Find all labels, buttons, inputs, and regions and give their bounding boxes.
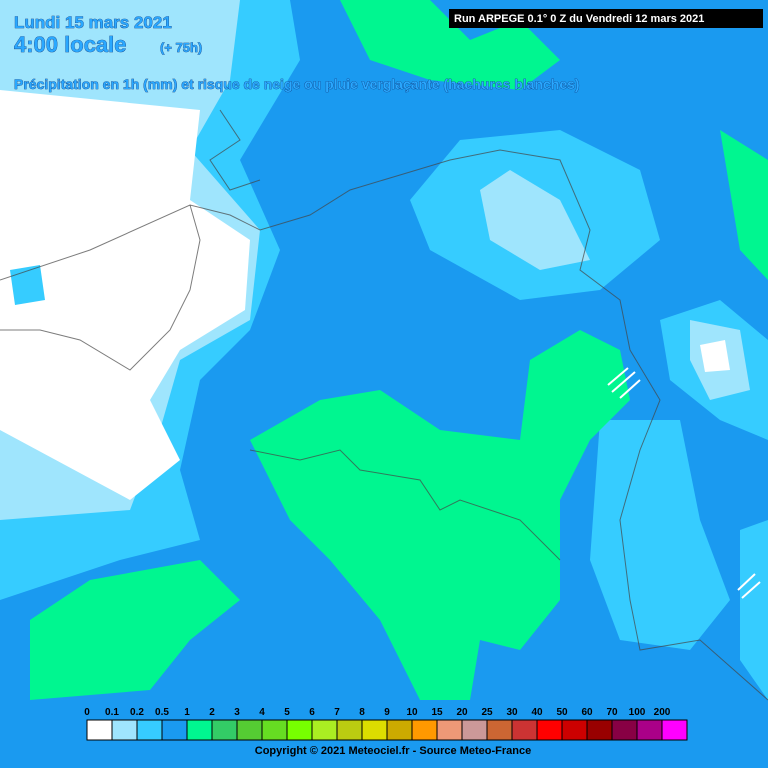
legend-label: 3 (234, 707, 240, 718)
run-label: Run ARPEGE 0.1° 0 Z du Vendredi 12 mars … (454, 13, 704, 25)
borders (0, 109, 768, 701)
date-label: Lundi 15 mars 2021 (14, 13, 172, 32)
legend-swatch (511, 719, 538, 741)
legend-label: 0 (84, 707, 90, 718)
legend-swatch (336, 719, 363, 741)
legend-swatch (536, 719, 563, 741)
legend-label: 1 (184, 707, 190, 718)
legend-swatch (586, 719, 613, 741)
legend-label: 20 (456, 707, 468, 718)
legend-swatch (111, 719, 138, 741)
legend-swatch (161, 719, 188, 741)
legend-swatch (286, 719, 313, 741)
legend-swatch (636, 719, 663, 741)
legend-label: 8 (359, 707, 365, 718)
legend-label: 5 (284, 707, 290, 718)
legend-swatch (311, 719, 338, 741)
legend-swatch (211, 719, 238, 741)
legend-label: 70 (606, 707, 618, 718)
legend-swatch (186, 719, 213, 741)
legend-label: 2 (209, 707, 215, 718)
legend-label: 30 (506, 707, 518, 718)
legend-label: 0.5 (155, 707, 169, 718)
legend-swatch (486, 719, 513, 741)
legend-label: 7 (334, 707, 340, 718)
legend-label: 40 (531, 707, 543, 718)
legend-label: 15 (431, 707, 443, 718)
legend-label: 200 (654, 707, 671, 718)
legend-label: 0.1 (105, 707, 119, 718)
legend-swatch (136, 719, 163, 741)
legend-swatch (86, 719, 113, 741)
legend-label: 4 (259, 707, 265, 718)
legend-label: 25 (481, 707, 493, 718)
time-label: 4:00 locale (14, 32, 127, 57)
legend-swatch (461, 719, 488, 741)
legend-label: 10 (406, 707, 418, 718)
snow-hatch (607, 367, 761, 599)
legend-label: 6 (309, 707, 315, 718)
legend-swatch (561, 719, 588, 741)
legend-swatch (386, 719, 413, 741)
legend-label: 60 (581, 707, 593, 718)
legend-label: 9 (384, 707, 390, 718)
legend-swatch (661, 719, 688, 741)
subtitle: Précipitation en 1h (mm) et risque de ne… (14, 76, 580, 92)
legend-swatch (436, 719, 463, 741)
run-box (449, 9, 763, 28)
legend-swatch (411, 719, 438, 741)
legend-swatch (261, 719, 288, 741)
lead-label: (+ 75h) (160, 40, 202, 55)
legend-label: 100 (629, 707, 646, 718)
legend-swatch (611, 719, 638, 741)
legend-label: 0.2 (130, 707, 144, 718)
legend-swatch (236, 719, 263, 741)
copyright: Copyright © 2021 Meteociel.fr - Source M… (255, 745, 531, 757)
legend-swatch (361, 719, 388, 741)
legend-label: 50 (556, 707, 568, 718)
legend: 0 0.1 0.2 0.5 1 2 3 4 5 6 7 8 9 10 15 20 25 30 40 50 60 70 100… (84, 707, 688, 741)
